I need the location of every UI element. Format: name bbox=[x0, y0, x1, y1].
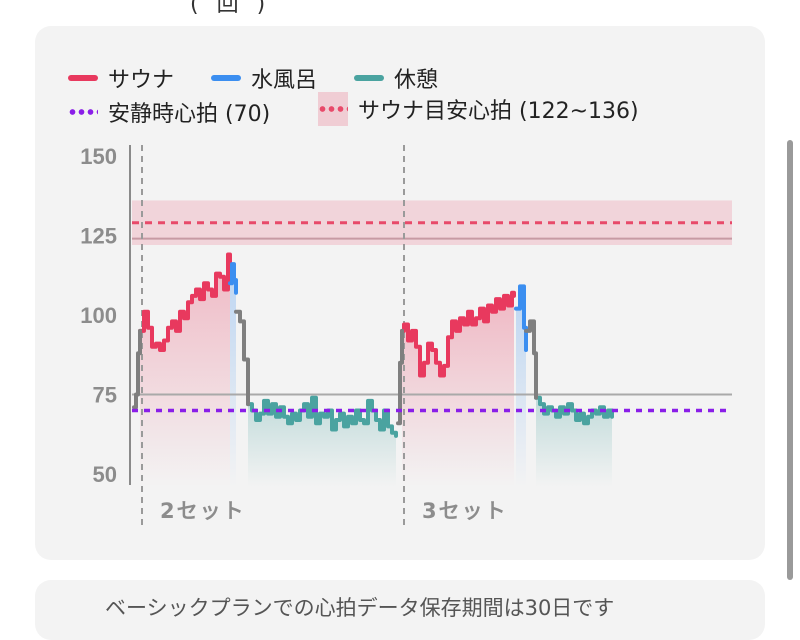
y-tick-label: 100 bbox=[80, 303, 117, 328]
heart-rate-chart: 2セット 3セット 150 125 100 75 50 bbox=[80, 144, 732, 530]
scrollbar-thumb[interactable] bbox=[787, 140, 793, 580]
legend-swatch-sauna-target bbox=[318, 92, 348, 126]
series-line bbox=[514, 284, 528, 352]
series-line bbox=[138, 252, 232, 352]
legend-label-sauna: サウナ bbox=[108, 68, 175, 93]
y-tick-label: 75 bbox=[93, 383, 117, 408]
legend-swatch-rest bbox=[354, 75, 384, 81]
notice-card: ベーシックプランでの心拍データ保存期間は30日です bbox=[35, 580, 765, 640]
section-title-fragment: (回) bbox=[190, 0, 284, 17]
legend-item-cold-bath: 水風呂 bbox=[211, 62, 317, 94]
series-line bbox=[400, 290, 516, 378]
y-tick-label: 150 bbox=[80, 144, 117, 169]
legend-swatch-cold-bath bbox=[211, 75, 241, 81]
series-area bbox=[230, 264, 236, 487]
legend-label-rest: 休憩 bbox=[394, 68, 439, 93]
notice-text: ベーシックプランでの心拍データ保存期間は30日です bbox=[105, 596, 615, 620]
legend-label-resting-hr: 安静時心拍 (70) bbox=[108, 102, 271, 127]
set-label: 3セット bbox=[422, 499, 508, 523]
y-tick-label: 50 bbox=[93, 462, 117, 487]
series-area bbox=[140, 254, 230, 487]
set-label: 2セット bbox=[160, 499, 246, 523]
legend-item-rest: 休憩 bbox=[354, 62, 438, 94]
transition-line bbox=[396, 328, 404, 426]
legend-swatch-sauna bbox=[68, 75, 98, 81]
transition-line bbox=[234, 309, 250, 407]
transition-line bbox=[132, 328, 142, 410]
legend-swatch-resting-hr bbox=[68, 109, 98, 115]
legend-item-resting-hr: 安静時心拍 (70) bbox=[68, 96, 270, 128]
series-line bbox=[228, 262, 238, 295]
series-area bbox=[516, 286, 526, 487]
series-area bbox=[536, 397, 612, 487]
legend-item-sauna: サウナ bbox=[68, 62, 174, 94]
legend-label-sauna-target: サウナ目安心拍 (122~136) bbox=[358, 99, 639, 124]
transition-line bbox=[524, 319, 538, 400]
series-line bbox=[246, 395, 398, 438]
y-tick-label: 125 bbox=[80, 223, 117, 248]
legend-item-sauna-target: サウナ目安心拍 (122~136) bbox=[318, 92, 639, 126]
legend-label-cold-bath: 水風呂 bbox=[251, 68, 318, 93]
series-area bbox=[402, 292, 514, 487]
